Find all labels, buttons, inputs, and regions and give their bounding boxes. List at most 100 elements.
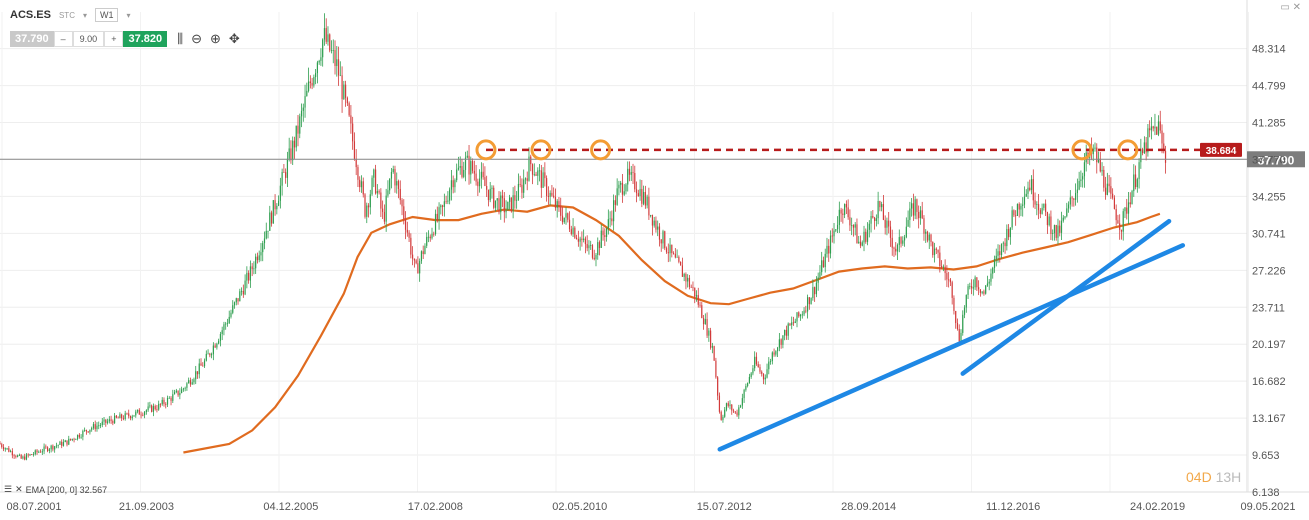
candle-body xyxy=(306,90,308,97)
y-tick-label: 48.314 xyxy=(1252,44,1286,56)
chevron-down-icon[interactable]: ▾ xyxy=(82,10,87,20)
candle-body xyxy=(288,148,290,159)
spread-value: 9.00 xyxy=(72,31,105,47)
candle-body xyxy=(364,194,366,217)
candle-body xyxy=(84,429,86,431)
candle-body xyxy=(15,456,17,457)
candle-body xyxy=(840,209,842,214)
candle-countdown: 04D 13H xyxy=(1186,469,1241,485)
zoom-in-icon[interactable]: ⊕ xyxy=(210,31,221,46)
candle-body xyxy=(297,125,299,134)
candle-body xyxy=(805,310,807,312)
candle-body xyxy=(325,28,327,42)
candle-body xyxy=(456,169,458,181)
candle-body xyxy=(731,404,733,411)
candle-body xyxy=(54,446,56,450)
chevron-down-icon[interactable]: ▾ xyxy=(126,10,131,20)
candle-body xyxy=(471,161,474,171)
candle-body xyxy=(311,83,313,86)
candle-body xyxy=(641,189,643,204)
candle-body xyxy=(468,155,470,175)
candle-body xyxy=(898,237,900,245)
plus-icon[interactable]: + xyxy=(104,31,124,47)
candle-body xyxy=(635,189,638,194)
candle-body xyxy=(680,261,682,266)
candle-body xyxy=(239,291,241,302)
candle-body xyxy=(272,200,274,224)
candle-body xyxy=(142,414,144,416)
candle-body xyxy=(778,339,780,348)
candle-body xyxy=(706,319,708,336)
candle-body xyxy=(424,245,426,254)
candle-body xyxy=(824,253,826,268)
candle-body xyxy=(738,407,740,416)
close-icon[interactable]: ✕ xyxy=(15,484,23,494)
candle-body xyxy=(1149,128,1151,131)
candle-body xyxy=(135,411,137,416)
sell-price-button[interactable]: 37.790 xyxy=(10,31,54,47)
candle-body xyxy=(875,218,877,221)
candle-body xyxy=(613,200,615,222)
zoom-out-icon[interactable]: ⊖ xyxy=(191,31,203,46)
buy-price-button[interactable]: 37.820 xyxy=(123,31,168,47)
candle-body xyxy=(1018,203,1020,210)
candle-body xyxy=(339,75,341,77)
candle-body xyxy=(701,305,703,319)
candle-body xyxy=(20,454,22,459)
candle-body xyxy=(724,409,726,417)
candle-body xyxy=(1131,191,1133,205)
quote-bar: 37.790 – 9.00 + 37.820 ⫼ ⊖ ⊕ ✥ xyxy=(10,31,240,47)
window-controls: ▭ ✕ xyxy=(1280,2,1301,13)
candle-body xyxy=(18,454,20,456)
y-tick-label: 41.285 xyxy=(1252,118,1286,130)
candle-body xyxy=(782,335,784,345)
menu-icon[interactable]: ☰ xyxy=(4,484,13,494)
candle-body xyxy=(1078,181,1080,190)
candle-body xyxy=(329,34,331,51)
crosshair-icon[interactable]: ✥ xyxy=(228,31,240,46)
candle-body xyxy=(1029,187,1031,191)
candle-body xyxy=(36,450,38,453)
candle-body xyxy=(1134,174,1137,188)
candle-body xyxy=(826,245,828,254)
candle-body xyxy=(990,273,992,282)
candle-body xyxy=(844,203,846,215)
candle-body xyxy=(99,425,102,426)
candle-body xyxy=(459,166,461,168)
candle-body xyxy=(967,286,969,295)
candle-body xyxy=(292,140,294,161)
candle-body xyxy=(501,195,504,199)
candle-body xyxy=(149,405,151,407)
candles-icon[interactable]: ⫼ xyxy=(177,31,184,46)
candle-body xyxy=(611,218,613,222)
candle-body xyxy=(1037,204,1040,211)
candle-body xyxy=(995,255,997,260)
candle-body xyxy=(1022,204,1024,206)
close-icon[interactable]: ✕ xyxy=(1292,2,1301,13)
candle-body xyxy=(523,179,525,193)
x-tick-label: 24.02.2019 xyxy=(1130,501,1185,513)
candle-body xyxy=(382,208,384,212)
timeframe-select[interactable]: W1 xyxy=(94,8,119,22)
candle-body xyxy=(762,373,765,380)
candle-body xyxy=(870,216,872,224)
candle-body xyxy=(440,205,442,208)
candle-body xyxy=(784,329,786,336)
candle-body xyxy=(420,251,423,262)
candle-body xyxy=(1120,229,1123,232)
candle-body xyxy=(722,416,724,420)
candle-body xyxy=(974,277,976,288)
countdown-days: 04D xyxy=(1186,469,1212,485)
candle-body xyxy=(828,245,830,254)
candle-body xyxy=(212,345,214,355)
candle-body xyxy=(450,180,453,190)
candle-body xyxy=(64,440,66,443)
candle-body xyxy=(332,50,334,51)
candle-body xyxy=(1099,158,1101,172)
candle-body xyxy=(658,226,661,240)
candle-body xyxy=(933,248,936,256)
minus-icon[interactable]: – xyxy=(53,31,73,47)
minimize-icon[interactable]: ▭ xyxy=(1280,2,1290,13)
candle-body xyxy=(285,172,287,178)
